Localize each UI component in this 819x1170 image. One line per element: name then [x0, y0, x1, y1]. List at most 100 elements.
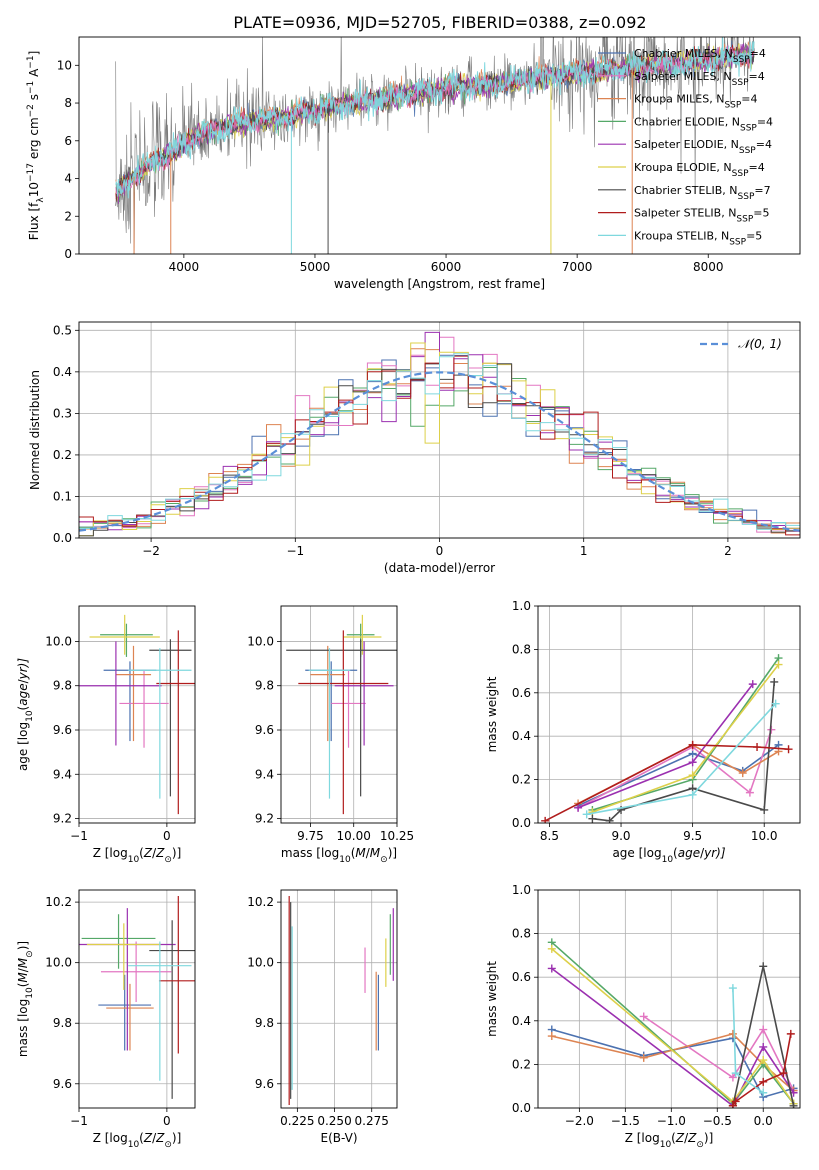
label-part: 10 [128, 855, 140, 865]
y-tick-label: 0.1 [53, 489, 72, 503]
label-part: SSP [732, 169, 749, 179]
mass-weight-line [551, 1033, 795, 1092]
legend-entry: Chabrier STELIB, NSSP=7 [634, 184, 771, 202]
label-part: Flux [f [27, 202, 41, 240]
mass-weight-line [551, 967, 795, 1108]
label-part: SSP [739, 146, 756, 156]
axes: 9.75 10.00 10.25 9.2 9.4 9.6 9.8 10.0 mass [log1… [247, 605, 414, 865]
y-tick-label: 0.4 [512, 729, 531, 743]
label-part: / [152, 1131, 157, 1145]
y-tick-label: 10.0 [45, 956, 72, 970]
label-part: SSP [732, 78, 749, 88]
model-spectrum-line [115, 37, 755, 199]
x-tick-label: 1 [580, 544, 588, 558]
label-part: ⊙ [696, 1140, 704, 1150]
label-part: )] [172, 846, 181, 860]
x-tick-label: 0 [163, 1114, 171, 1128]
x-tick-label: −0.5 [703, 1114, 732, 1128]
x-tick-label: 9.75 [297, 829, 324, 843]
y-tick-label: 9.2 [53, 812, 72, 826]
x-tick-label: 6000 [431, 260, 462, 274]
mass-weight-marker [759, 962, 768, 971]
y-axis-label: Flux [fλ10−17 erg cm−2 s−1 A−1] [26, 51, 46, 241]
label-part: SSP [736, 215, 753, 225]
y-tick-label: 0.0 [53, 531, 72, 545]
label-part: SSP [724, 101, 741, 111]
y-tick-label: 10.2 [45, 895, 72, 909]
x-tick-label: 10.0 [751, 829, 778, 843]
figure-title: PLATE=0936, MJD=52705, FIBERID=0388, z=0… [233, 13, 646, 32]
mass-weight-marker [688, 758, 697, 767]
mass-weight-line [551, 948, 795, 1105]
label-part: Z [log [93, 846, 128, 860]
axes-frame [280, 605, 398, 824]
y-tick-label: 0 [64, 247, 72, 261]
label-part: M [370, 846, 381, 860]
y-axis-label: Normed distribution [28, 370, 42, 490]
label-part: ( [139, 1131, 144, 1145]
x-tick-label: 10.25 [380, 829, 414, 843]
label-part: ( [139, 846, 144, 860]
y-tick-label: 10.0 [45, 634, 72, 648]
axes-frame [537, 605, 801, 824]
y-tick-label: 1.0 [512, 599, 531, 613]
label-part: ( [16, 706, 30, 711]
label-part: ( [671, 1131, 676, 1145]
label-part: Z [log [625, 1131, 660, 1145]
y-tick-label: 9.4 [255, 767, 274, 781]
label-part: 10 [660, 1140, 672, 1150]
y-tick-label: 10 [57, 58, 72, 72]
label-part: s [27, 94, 41, 104]
label-part: =5 [753, 207, 769, 220]
mass-weight-marker [760, 805, 769, 814]
label-part: )] [704, 1131, 713, 1145]
mass-weight-marker [759, 1042, 768, 1051]
label-part: ⊙ [164, 1140, 172, 1150]
y-tick-label: 9.6 [53, 723, 72, 737]
plot-area [115, 37, 755, 254]
y-tick-label: 9.8 [255, 1016, 274, 1030]
label-part: Salpeter ELODIE, N [634, 138, 739, 151]
label-part: SSP [729, 237, 746, 247]
label-part: age [16, 683, 30, 705]
y-tick-label: 0.4 [53, 365, 72, 379]
mass-weight-marker [731, 1097, 740, 1106]
mass-weight-marker [639, 1012, 648, 1021]
mass-weight-marker [774, 660, 783, 669]
x-tick-label: 9.0 [611, 829, 630, 843]
grid-lines [281, 890, 397, 1108]
label-part: age [678, 846, 700, 860]
mass-weight-marker [784, 745, 793, 754]
label-part: / [16, 967, 30, 972]
label-part: 10 [25, 987, 35, 999]
plot-area [79, 614, 195, 815]
mass-weight-marker [688, 771, 697, 780]
label-part: M [16, 957, 30, 968]
label-part: SSP [740, 123, 757, 133]
label-part: erg cm [27, 117, 41, 163]
legend-entry: Chabrier MILES, NSSP=4 [634, 47, 766, 65]
label-part: mass [log [16, 999, 30, 1057]
plot-area [541, 654, 793, 823]
mass-weight-line [577, 729, 773, 809]
label-part: =7 [754, 184, 770, 197]
label-part: ( [351, 846, 356, 860]
label-part: M [355, 846, 366, 860]
plot-area [79, 896, 195, 1099]
y-tick-label: 4 [64, 172, 72, 186]
residual-histogram [79, 353, 800, 530]
label-part: )] [388, 846, 397, 860]
label-part: Chabrier STELIB, N [634, 184, 738, 197]
y-tick-label: 0.6 [512, 970, 531, 984]
mass-weight-marker [786, 1029, 795, 1038]
mass-weight-marker [547, 1032, 556, 1041]
y-tick-label: 0.0 [512, 816, 531, 830]
label-part: E(B-V) [320, 1131, 357, 1145]
y-tick-label: 0.6 [512, 686, 531, 700]
y-axis-label: age [log10(age/yr)] [16, 658, 35, 771]
x-axis-label: E(B-V) [320, 1131, 357, 1145]
mass-weight-marker [745, 788, 754, 797]
y-tick-label: 0.4 [512, 1014, 531, 1028]
label-part: =5 [746, 229, 762, 242]
grid-lines [78, 606, 195, 823]
